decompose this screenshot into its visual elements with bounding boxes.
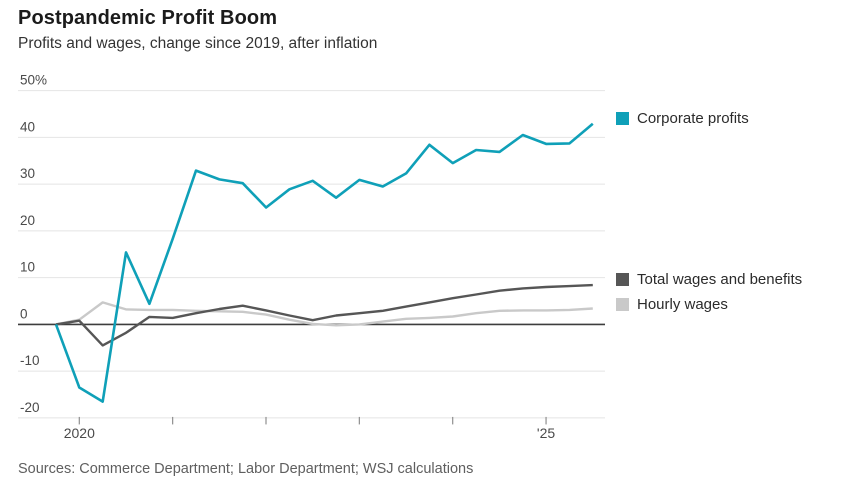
legend-swatch-corporate-profits [616, 112, 629, 125]
legend-label-total-wages: Total wages and benefits [637, 271, 803, 288]
corporate-profits-line [54, 122, 594, 403]
chart-title: Postpandemic Profit Boom [18, 7, 278, 29]
legend-label-corporate-profits: Corporate profits [637, 110, 749, 127]
legend-item-corporate-profits: Corporate profits [616, 110, 749, 127]
legend-label-hourly-wages: Hourly wages [637, 296, 728, 313]
legend-item-hourly-wages: Hourly wages [616, 296, 728, 313]
chart-subtitle: Profits and wages, change since 2019, af… [18, 35, 378, 52]
hourly-wages-line [55, 301, 593, 327]
y-axis-tick-label: -10 [20, 353, 40, 368]
total-wages-and-benefits-line [55, 283, 593, 347]
legend-swatch-hourly-wages [616, 298, 629, 311]
y-axis-tick-label: 10 [20, 260, 35, 275]
y-axis-tick-label: 50% [20, 73, 47, 88]
y-axis-tick-label: 40 [20, 119, 35, 134]
x-axis-tick-label: 2020 [64, 425, 95, 441]
y-axis-tick-label: 30 [20, 166, 35, 181]
legend-item-total-wages: Total wages and benefits [616, 271, 802, 288]
y-axis-tick-label: 0 [20, 306, 28, 321]
source-note: Sources: Commerce Department; Labor Depa… [18, 461, 474, 477]
y-axis-tick-label: -20 [20, 400, 40, 415]
y-axis-tick-label: 20 [20, 213, 35, 228]
x-axis-tick-label: '25 [537, 425, 555, 441]
legend-swatch-total-wages [616, 273, 629, 286]
